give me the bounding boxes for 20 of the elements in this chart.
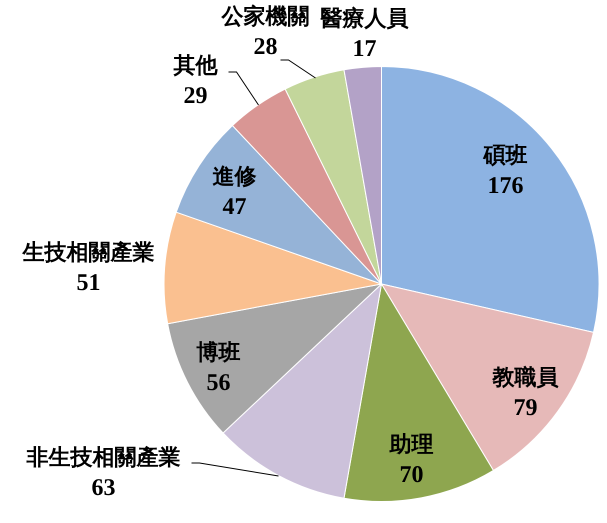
slice-label: 助理 bbox=[388, 432, 434, 457]
data-label: 79 bbox=[514, 395, 538, 422]
data-label: 29 bbox=[184, 83, 208, 110]
data-label: 51 bbox=[76, 270, 100, 296]
slice-label: 教職員 bbox=[492, 364, 558, 390]
slice-label: 其他 bbox=[172, 52, 218, 78]
data-label: 63 bbox=[92, 475, 116, 502]
data-label: 47 bbox=[222, 194, 246, 220]
data-label: 17 bbox=[352, 36, 376, 62]
slice-label: 博班 bbox=[196, 340, 240, 365]
slice-label: 進修 bbox=[212, 164, 258, 189]
slice-label: 公家機關 bbox=[220, 4, 310, 29]
slice-label: 醫療人員 bbox=[320, 6, 408, 31]
data-label: 176 bbox=[488, 173, 524, 200]
data-label: 70 bbox=[400, 462, 424, 488]
slice-label: 碩班 bbox=[482, 142, 528, 168]
slice-label: 非生技相關產業 bbox=[26, 444, 180, 470]
data-label: 28 bbox=[254, 34, 278, 60]
data-label: 56 bbox=[206, 370, 230, 396]
slice-label: 生技相關產業 bbox=[22, 240, 154, 265]
